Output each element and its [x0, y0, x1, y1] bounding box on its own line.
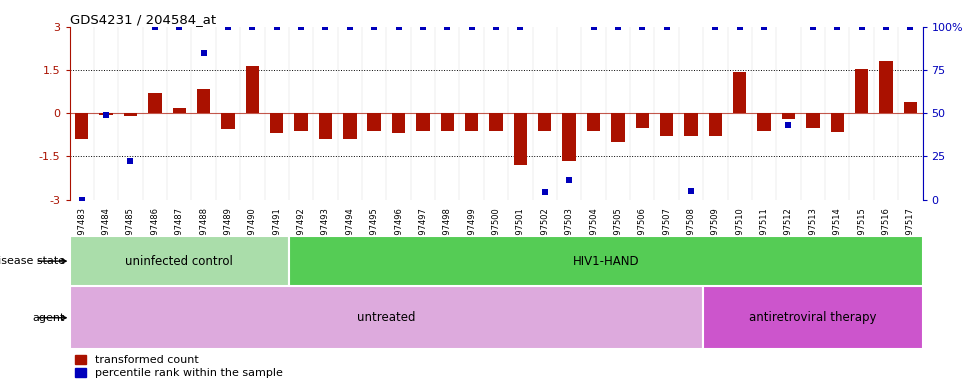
Point [537, 189, 553, 195]
Bar [703, 286, 923, 349]
Bar [70, 236, 289, 286]
Point [342, 24, 357, 30]
Bar [221, 113, 235, 129]
Bar [245, 66, 259, 113]
Bar [289, 236, 923, 286]
Point [74, 197, 90, 203]
Point [366, 24, 382, 30]
Bar [660, 113, 673, 136]
Bar [514, 113, 527, 165]
Point [878, 24, 894, 30]
Point [147, 24, 162, 30]
Point [244, 24, 260, 30]
Point [99, 112, 114, 118]
Bar [319, 113, 332, 139]
Bar [733, 71, 747, 113]
Point [611, 24, 626, 30]
Text: untreated: untreated [357, 311, 415, 324]
Point [659, 24, 674, 30]
Bar [855, 69, 868, 113]
Point [391, 24, 407, 30]
Bar [490, 113, 502, 131]
Bar [440, 113, 454, 131]
Bar [392, 113, 406, 133]
Bar [709, 113, 722, 136]
Point [513, 24, 528, 30]
Text: uninfected control: uninfected control [126, 255, 233, 268]
Bar [173, 108, 185, 113]
Bar [367, 113, 381, 131]
Point [635, 24, 650, 30]
Bar [831, 113, 844, 132]
Point [683, 188, 698, 194]
Bar [781, 113, 795, 119]
Bar [148, 93, 161, 113]
Bar [586, 113, 600, 131]
Text: GDS4231 / 204584_at: GDS4231 / 204584_at [70, 13, 215, 26]
Point [220, 24, 236, 30]
Point [805, 24, 820, 30]
Point [415, 24, 431, 30]
Point [854, 24, 869, 30]
Point [561, 177, 577, 183]
Point [269, 24, 284, 30]
Bar [807, 113, 819, 127]
Point [440, 24, 455, 30]
Bar [562, 113, 576, 161]
Point [902, 24, 918, 30]
Bar [757, 113, 771, 131]
Text: disease state: disease state [0, 256, 65, 266]
Point [294, 24, 309, 30]
Bar [99, 113, 113, 115]
Bar [343, 113, 356, 139]
Bar [611, 113, 625, 142]
Legend: transformed count, percentile rank within the sample: transformed count, percentile rank withi… [75, 355, 283, 379]
Point [830, 24, 845, 30]
Bar [465, 113, 478, 131]
Bar [270, 113, 283, 133]
Point [756, 24, 772, 30]
Bar [70, 286, 703, 349]
Text: HIV1-HAND: HIV1-HAND [573, 255, 639, 268]
Point [123, 158, 138, 164]
Point [732, 24, 748, 30]
Point [464, 24, 479, 30]
Bar [124, 113, 137, 116]
Bar [879, 61, 893, 113]
Point [196, 50, 212, 56]
Bar [197, 89, 211, 113]
Point [585, 24, 601, 30]
Point [781, 122, 796, 128]
Point [172, 24, 187, 30]
Point [318, 24, 333, 30]
Bar [416, 113, 430, 131]
Point [708, 24, 724, 30]
Bar [903, 102, 917, 113]
Bar [295, 113, 308, 131]
Bar [538, 113, 552, 131]
Bar [636, 113, 649, 127]
Text: antiretroviral therapy: antiretroviral therapy [749, 311, 876, 324]
Bar [684, 113, 697, 136]
Text: agent: agent [32, 313, 65, 323]
Bar [75, 113, 89, 139]
Point [488, 24, 504, 30]
